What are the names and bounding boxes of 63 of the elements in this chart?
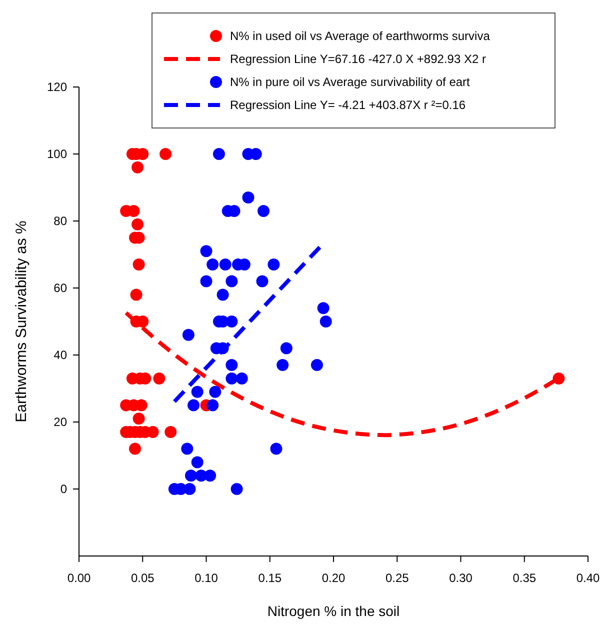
point xyxy=(317,302,330,314)
point xyxy=(236,372,248,384)
x-tick-label: 0.15 xyxy=(258,571,282,585)
point xyxy=(226,275,238,288)
point xyxy=(182,328,194,341)
point xyxy=(200,275,212,288)
point xyxy=(226,359,238,372)
y-tick-label: 0 xyxy=(60,482,68,496)
point xyxy=(184,470,197,482)
point xyxy=(268,258,280,271)
point xyxy=(206,258,219,271)
y-axis-title: Earthworms Survivability as % xyxy=(13,220,30,422)
point xyxy=(160,148,172,160)
point xyxy=(219,258,232,271)
point xyxy=(320,316,332,328)
legend-label: N% in used oil vs Average of earthworms surviva xyxy=(230,29,490,44)
point xyxy=(258,204,270,217)
point xyxy=(242,192,254,204)
point xyxy=(132,218,144,230)
point xyxy=(184,483,196,495)
point xyxy=(206,399,219,412)
legend-label: Regression Line Y=67.16 -427.0 X +892.93 X2 r xyxy=(230,52,486,66)
point xyxy=(191,456,204,468)
point xyxy=(280,342,292,354)
y-tick-label: 120 xyxy=(46,80,68,94)
y-tick-label: 40 xyxy=(54,348,68,362)
point xyxy=(270,442,282,455)
x-tick-label: 0.25 xyxy=(385,571,410,585)
point xyxy=(200,245,212,258)
point xyxy=(132,412,145,425)
point xyxy=(164,426,177,438)
point xyxy=(188,399,200,412)
point xyxy=(230,483,243,495)
point xyxy=(132,258,145,271)
point xyxy=(212,148,225,160)
y-tick-label: 20 xyxy=(54,415,68,430)
point xyxy=(132,161,144,174)
point xyxy=(209,386,222,398)
point xyxy=(256,275,268,288)
point xyxy=(128,442,141,455)
y-tick-label: 100 xyxy=(46,147,68,162)
y-tick-label: 80 xyxy=(54,214,68,228)
x-tick-label: 0.05 xyxy=(130,571,155,585)
legend-label: N% in pure oil vs Average survivability of eart xyxy=(230,75,471,90)
x-tick-label: 0.10 xyxy=(194,571,218,585)
point xyxy=(130,288,142,301)
point xyxy=(226,316,238,328)
x-tick-label: 0.30 xyxy=(449,571,473,585)
x-tick-label: 0.35 xyxy=(512,571,536,585)
legend-label: Regression Line Y= -4.21 +403.87X r ²=0.16 xyxy=(230,98,466,112)
x-tick-label: 0.20 xyxy=(322,571,346,585)
point xyxy=(226,372,238,384)
x-tick-label: 0.40 xyxy=(576,571,600,585)
y-tick-label: 60 xyxy=(54,281,68,296)
point xyxy=(191,386,204,398)
point xyxy=(195,470,208,482)
x-tick-label: 0.00 xyxy=(67,571,91,585)
point xyxy=(310,359,323,372)
point xyxy=(216,288,229,301)
x-axis-title: Nitrogen % in the soil xyxy=(267,603,400,619)
point xyxy=(153,372,166,384)
point xyxy=(276,359,289,372)
point xyxy=(181,442,194,455)
